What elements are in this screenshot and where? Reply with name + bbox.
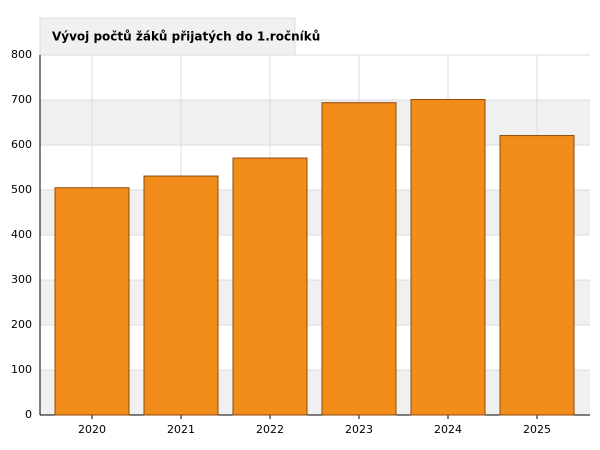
x-tick-label: 2023 xyxy=(345,423,373,436)
bar xyxy=(410,99,486,416)
title-box xyxy=(39,17,296,56)
x-tick-label: 2020 xyxy=(78,423,106,436)
y-tick-label: 300 xyxy=(11,273,32,286)
y-tick-label: 600 xyxy=(11,138,32,151)
y-tick-label: 200 xyxy=(11,318,32,331)
grid-band xyxy=(40,190,590,235)
chart-title: Vývoj počtů žáků přijatých do 1.ročníků xyxy=(52,30,320,44)
grid-band xyxy=(40,280,590,325)
grid-band xyxy=(40,370,590,415)
y-tick-label: 100 xyxy=(11,363,32,376)
bar xyxy=(232,157,308,416)
bar xyxy=(499,135,575,416)
x-tick-label: 2022 xyxy=(256,423,284,436)
bar xyxy=(321,102,397,416)
bar xyxy=(143,175,219,416)
x-tick-label: 2021 xyxy=(167,423,195,436)
x-tick-label: 2024 xyxy=(434,423,462,436)
grid-band xyxy=(40,100,590,145)
x-tick-label: 2025 xyxy=(523,423,551,436)
bar xyxy=(54,187,130,416)
y-tick-label: 800 xyxy=(11,48,32,61)
y-tick-label: 700 xyxy=(11,93,32,106)
y-tick-label: 400 xyxy=(11,228,32,241)
y-tick-label: 0 xyxy=(25,408,32,421)
y-tick-label: 500 xyxy=(11,183,32,196)
